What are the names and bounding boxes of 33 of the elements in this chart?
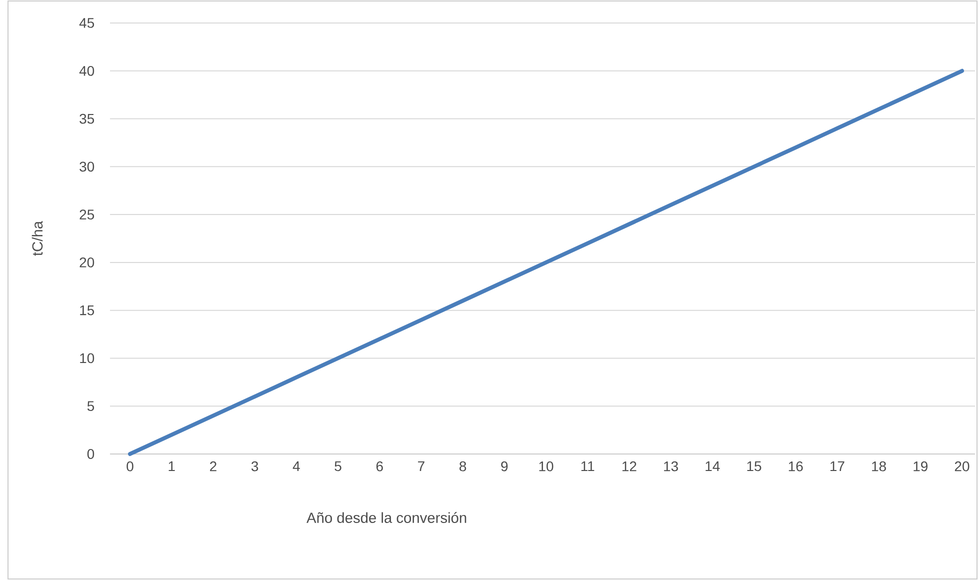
x-tick-label: 4 [292, 461, 300, 471]
y-tick-label: 45 [79, 18, 94, 28]
x-tick-label: 20 [954, 461, 970, 472]
x-tick-label: 9 [501, 461, 508, 472]
y-tick-label: 10 [80, 353, 94, 364]
x-tick-label: 15 [747, 461, 762, 472]
x-tick-label: 2 [210, 461, 216, 472]
y-tick-label: 5 [87, 401, 94, 411]
x-tick-label: 0 [126, 461, 134, 472]
x-tick-label: 12 [622, 461, 636, 472]
x-tick-label: 10 [539, 461, 554, 472]
x-tick-label: 8 [460, 461, 466, 472]
y-tick-label: 30 [80, 162, 94, 172]
x-tick-label: 18 [872, 461, 886, 472]
y-tick-label: 25 [80, 210, 94, 220]
x-tick-label: 14 [706, 461, 720, 471]
x-tick-label: 6 [376, 461, 383, 472]
x-tick-label: 3 [251, 461, 258, 472]
y-tick-label: 35 [80, 114, 94, 124]
y-tick-label: 40 [79, 66, 94, 76]
x-tick-label: 19 [914, 461, 928, 472]
x-axis-title: Año desde la conversión [306, 512, 466, 523]
x-tick-label: 16 [788, 461, 803, 472]
y-tick-label: 20 [80, 257, 94, 268]
x-tick-label: 1 [168, 461, 175, 471]
x-tick-label: 17 [830, 461, 844, 471]
x-tick-label: 5 [334, 461, 342, 472]
y-tick-label: 15 [80, 305, 94, 316]
y-axis-title: tC/ha [32, 220, 43, 256]
x-tick-label: 7 [418, 461, 424, 471]
y-tick-label: 0 [87, 449, 94, 459]
x-tick-label: 11 [581, 461, 594, 471]
x-tick-label: 13 [664, 461, 678, 472]
